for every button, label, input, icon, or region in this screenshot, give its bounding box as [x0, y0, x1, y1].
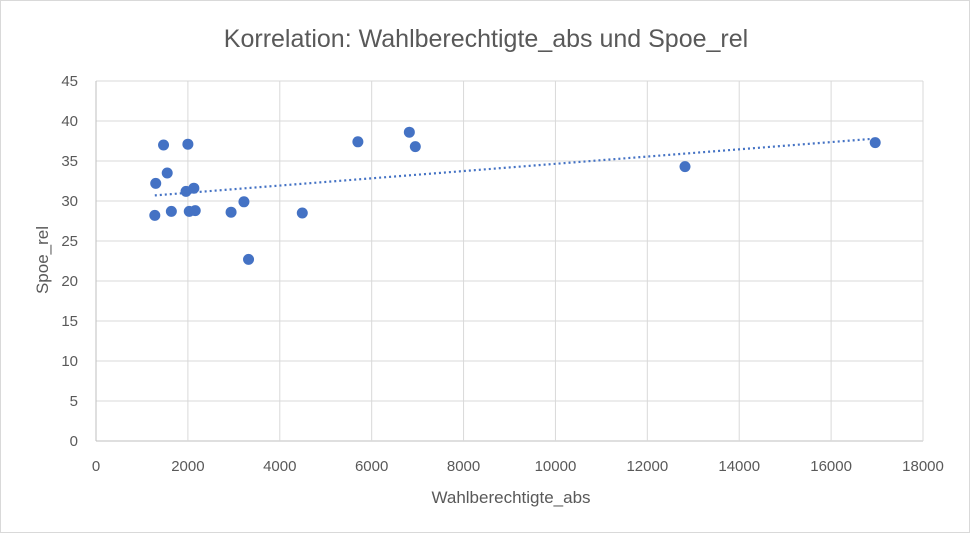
x-tick-label-6: 12000 — [626, 458, 668, 475]
data-point-0-9 — [189, 205, 201, 217]
y-tick-label-0: 0 — [70, 433, 78, 450]
x-tick-label-3: 6000 — [355, 458, 388, 475]
data-point-0-17 — [679, 161, 691, 173]
y-axis-tick-labels: 0 5 10 15 20 25 30 35 40 45 — [61, 73, 78, 450]
x-tick-label-2: 4000 — [263, 458, 296, 475]
y-axis-title: Spoe_rel — [33, 226, 52, 294]
x-axis-tick-labels: 0 2000 4000 6000 8000 10000 12000 14000 16000 180… — [92, 458, 944, 475]
data-points — [149, 126, 881, 265]
x-tick-label-0: 0 — [92, 458, 100, 475]
data-point-0-2 — [158, 139, 170, 151]
y-tick-label-2: 10 — [61, 353, 78, 370]
x-tick-label-9: 18000 — [902, 458, 944, 475]
data-point-0-4 — [165, 205, 177, 217]
data-point-0-18 — [869, 137, 881, 149]
x-axis-title: Wahlberechtigte_abs — [431, 488, 590, 507]
x-tick-label-4: 8000 — [447, 458, 480, 475]
data-point-0-6 — [182, 138, 194, 150]
data-point-0-12 — [243, 253, 255, 265]
x-tick-label-7: 14000 — [718, 458, 760, 475]
trendline-layer — [154, 137, 876, 197]
y-tick-label-4: 20 — [61, 273, 78, 290]
data-point-0-16 — [409, 141, 421, 153]
data-point-0-1 — [150, 177, 162, 189]
x-tick-label-1: 2000 — [171, 458, 204, 475]
x-tick-label-5: 10000 — [535, 458, 577, 475]
y-tick-label-1: 5 — [70, 393, 78, 410]
y-tick-label-9: 45 — [61, 73, 78, 90]
data-point-0-14 — [352, 136, 364, 148]
y-tick-label-5: 25 — [61, 233, 78, 250]
data-point-0-8 — [188, 182, 200, 194]
data-point-0-3 — [161, 167, 173, 179]
data-point-0-11 — [238, 196, 250, 208]
y-tick-label-3: 15 — [61, 313, 78, 330]
y-tick-label-6: 30 — [61, 193, 78, 210]
chart-title: Korrelation: Wahlberechtigte_abs und Spo… — [224, 25, 748, 53]
y-tick-label-8: 40 — [61, 113, 78, 130]
x-tick-label-8: 16000 — [810, 458, 852, 475]
data-point-0-15 — [403, 126, 415, 138]
y-tick-label-7: 35 — [61, 153, 78, 170]
data-point-0-10 — [225, 206, 237, 218]
data-point-0-0 — [149, 209, 161, 221]
trendline — [154, 137, 876, 197]
data-point-0-13 — [296, 207, 308, 219]
gridlines — [95, 80, 924, 442]
